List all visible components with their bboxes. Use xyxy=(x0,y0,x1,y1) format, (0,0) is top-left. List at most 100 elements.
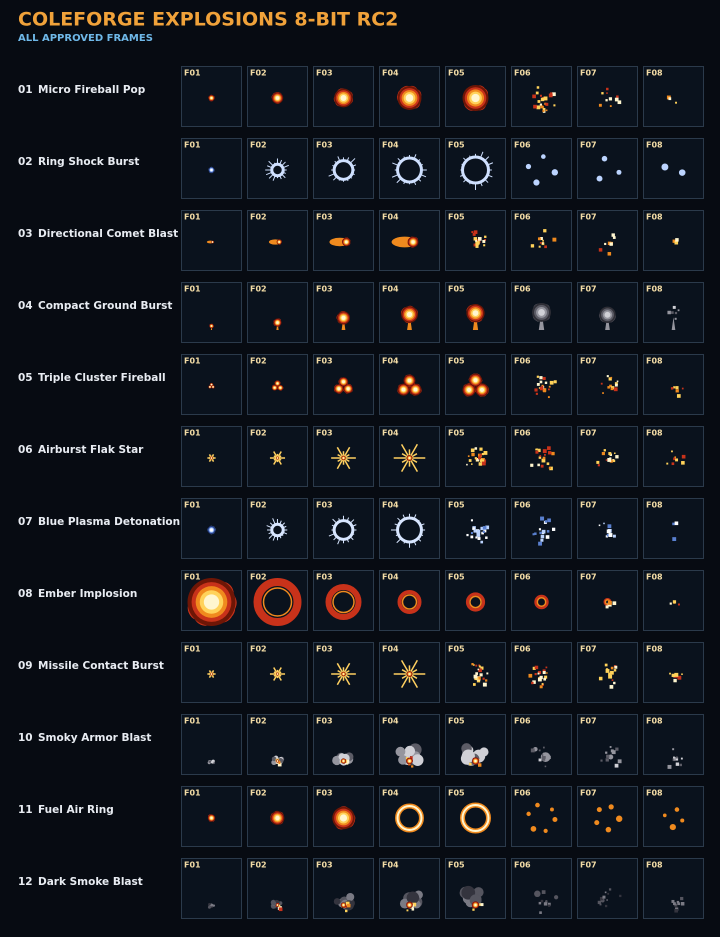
sprite-core xyxy=(339,814,348,822)
frame-label: F04 xyxy=(382,717,399,726)
sprite-particle xyxy=(278,904,281,907)
frame-label: F01 xyxy=(184,141,201,150)
sprite-particle xyxy=(542,109,545,112)
frame-cell: F01 xyxy=(181,714,242,775)
frame-label: F04 xyxy=(382,69,399,78)
sprite-core xyxy=(210,816,213,820)
sprite-particle xyxy=(540,516,545,521)
sprite-particle xyxy=(608,674,613,679)
frame-cell: F02 xyxy=(247,426,308,487)
frame-cell: F02 xyxy=(247,66,308,127)
sprite-particle xyxy=(548,93,553,98)
frame-cell: F04 xyxy=(379,354,440,415)
sprite-spike xyxy=(332,518,338,524)
frame-box xyxy=(577,354,638,415)
sprite-particle xyxy=(548,904,551,907)
frame-cell: F01 xyxy=(181,66,242,127)
sprite-spike xyxy=(413,180,417,186)
sprite-particle xyxy=(545,535,550,539)
sprite-particle xyxy=(476,529,481,534)
frame-label: F04 xyxy=(382,861,399,870)
frame-label: F08 xyxy=(646,717,663,726)
frame-box xyxy=(181,354,242,415)
frame-label: F05 xyxy=(448,573,465,582)
sprite-particle xyxy=(607,386,610,389)
sprite-particle xyxy=(482,530,485,533)
sprite-particle xyxy=(345,901,350,906)
sprite-particle xyxy=(542,449,547,454)
row-number: 11 xyxy=(18,804,33,816)
sprite-particle xyxy=(610,670,614,675)
frame-box xyxy=(643,858,704,919)
sprite-ring xyxy=(461,804,490,832)
sprite-particle xyxy=(470,519,473,522)
frame-cell: F05 xyxy=(445,714,506,775)
frame-cell: F01 xyxy=(181,426,242,487)
frame-label: F08 xyxy=(646,69,663,78)
sprite-particle xyxy=(674,521,679,526)
sprite-particle xyxy=(681,461,685,465)
sprite-core xyxy=(342,457,345,459)
sprite-particle xyxy=(477,237,482,241)
sprite-particle xyxy=(675,389,679,393)
sprite-particle xyxy=(539,376,543,380)
frame-cell: F02 xyxy=(247,282,308,343)
sprite-particle xyxy=(602,895,606,899)
frame-cell: F06 xyxy=(511,66,572,127)
sprite-particle xyxy=(674,903,678,907)
sprite-particle xyxy=(606,529,611,534)
sprite-spike xyxy=(346,157,350,162)
row-number: 04 xyxy=(18,300,33,312)
sprite-core xyxy=(413,387,418,392)
sprite-core xyxy=(276,760,279,762)
sprite-particle xyxy=(670,387,674,390)
sprite-spike xyxy=(281,533,284,536)
sprite-spike xyxy=(334,160,338,164)
frame-cell: F07 xyxy=(577,642,638,703)
frame-cell: F07 xyxy=(577,858,638,919)
sprite-smoke xyxy=(271,759,277,766)
sprite-particle xyxy=(673,678,677,683)
sprite-particle xyxy=(607,252,612,256)
sprite-particle xyxy=(479,453,482,457)
sprite-particle xyxy=(530,244,535,248)
sprite-core xyxy=(408,673,411,675)
sprite-spike xyxy=(337,538,341,545)
frame-cell: F05 xyxy=(445,858,506,919)
sprite-particle xyxy=(601,92,604,95)
sprite-core xyxy=(346,387,350,391)
frame-cell: F08 xyxy=(643,642,704,703)
sprite-particle xyxy=(674,317,677,320)
sprite-particle xyxy=(671,899,675,903)
frame-cell: F05 xyxy=(445,786,506,847)
sprite-core xyxy=(342,380,345,384)
sprite-particle xyxy=(534,665,539,670)
sprite-spike xyxy=(351,524,357,527)
sprite-dot xyxy=(662,813,667,818)
sprite-particle xyxy=(472,664,475,666)
frame-cell: F06 xyxy=(511,210,572,271)
sprite-core xyxy=(342,673,345,675)
frame-label: F03 xyxy=(316,501,333,510)
sprite-particle xyxy=(541,384,544,388)
sprite-particle xyxy=(609,685,614,689)
sprite-particle xyxy=(472,908,475,911)
sprite-smoke xyxy=(461,749,475,763)
sprite-particle xyxy=(536,448,538,450)
sprite-ring xyxy=(469,595,482,609)
sprite-spike xyxy=(266,525,273,529)
sprite-particle xyxy=(548,385,551,388)
frame-label: F05 xyxy=(448,285,465,294)
frame-label: F01 xyxy=(184,213,201,222)
sprite-particle xyxy=(669,672,671,675)
sprite-particle xyxy=(538,387,541,389)
sprite-particle xyxy=(604,242,607,246)
sprite-spike xyxy=(480,181,483,187)
frame-label: F03 xyxy=(316,573,333,582)
row-number: 07 xyxy=(18,516,33,528)
sprite-particle xyxy=(605,751,608,754)
sprite-particle xyxy=(675,386,679,390)
sprite-particle xyxy=(549,380,554,385)
sprite-particle xyxy=(609,459,613,463)
frame-label: F06 xyxy=(514,573,531,582)
